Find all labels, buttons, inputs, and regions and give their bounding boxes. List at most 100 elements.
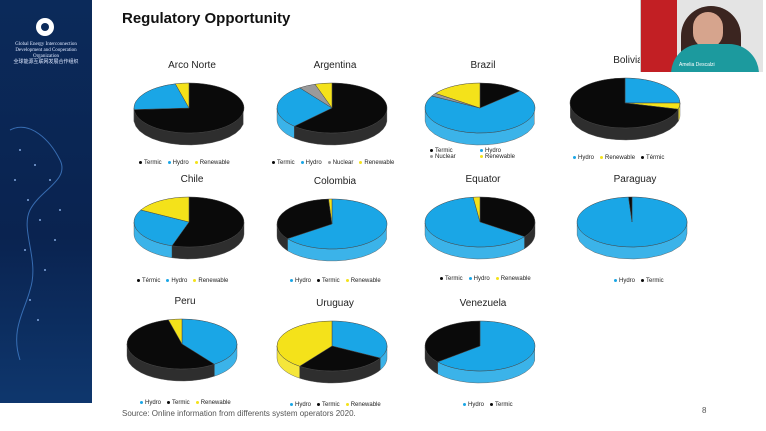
legend-item: Renewable (480, 154, 524, 160)
chart-title: Paraguay (613, 174, 657, 185)
video-background (641, 0, 677, 72)
chart-legend: Termic Hydro Renewable (440, 276, 537, 282)
legend-item: Hydro (614, 278, 635, 284)
pie-chart-svg (424, 320, 536, 384)
legend-item: Hydro (300, 160, 322, 166)
legend-label: Termic (322, 402, 340, 408)
pie-slice-hydro (424, 90, 536, 134)
legend-swatch (272, 160, 275, 164)
legend-label: Hydro (578, 155, 595, 161)
pie-chart-svg (424, 196, 536, 260)
source-note: Source: Online information from differen… (122, 409, 356, 418)
legend-item: Termic (641, 278, 664, 284)
legend-swatch (300, 160, 304, 164)
legend-swatch (480, 148, 483, 152)
pie-slice-termic (479, 196, 536, 237)
chart-legend: Hydro Termic Renewable (290, 402, 387, 408)
legend-swatch (600, 155, 604, 159)
sidebar: Global Energy Interconnection Developmen… (0, 0, 92, 431)
legend-item: Termic (440, 276, 463, 282)
legend-label: Renewable (485, 154, 516, 160)
legend-label: Renewable (199, 160, 230, 166)
legend-label: Termic (172, 400, 190, 406)
legend-label: Hydro (473, 276, 490, 282)
chart-title: Colombia (313, 176, 357, 187)
chart-title: Peru (174, 296, 196, 307)
chart-title: Brazil (470, 60, 496, 71)
participant-video-tile[interactable]: Amelia Descalzi (640, 0, 763, 72)
legend-item: Hydro (290, 402, 311, 408)
pie-slice-renewable (434, 82, 481, 109)
legend-label: Termic (144, 160, 162, 166)
pie-slice-renewable (328, 198, 333, 225)
pie-slice-hydro (437, 320, 536, 372)
pie-slice-hydro (624, 77, 681, 104)
chart-legend: Hydro Termic Renewable (140, 400, 237, 406)
legend-label: Hydro (305, 160, 322, 166)
pie-chart: Argentina Termic Hydro Nuclear Renewable (270, 60, 400, 170)
legend-item: Hydro (463, 402, 484, 408)
legend-label: Hydro (145, 400, 162, 406)
pie-slice-hydro (331, 320, 388, 359)
participant-face (693, 12, 723, 48)
legend-label: Nuclear (435, 154, 456, 160)
legend-swatch (345, 278, 349, 282)
pie-slice-renewable (314, 82, 333, 109)
legend-label: Térmic (142, 278, 161, 284)
pie-chart: Arco Norte Termic Hydro Renewable (127, 60, 257, 170)
legend-label: Hydro (171, 278, 188, 284)
legend-label: Hydro (468, 402, 485, 408)
pie-chart-svg (569, 77, 681, 141)
legend-label: Hydro (295, 278, 312, 284)
legend-item: Renewable (194, 160, 230, 166)
page-number: 8 (702, 406, 707, 415)
pie-chart-svg (126, 318, 238, 382)
legend-swatch (195, 400, 199, 404)
legend-label: Termic (445, 276, 463, 282)
slide-title: Regulatory Opportunity (122, 10, 291, 27)
pie-chart: Uruguay Hydro Termic Renewable (270, 298, 400, 408)
pie-slice-renewable (276, 320, 333, 367)
chart-legend: Termic Hydro Nuclear Renewable (430, 148, 530, 160)
pie-slice-hydro (286, 198, 388, 250)
legend-swatch (166, 278, 170, 282)
pie-slice-renewable (174, 82, 190, 109)
pie-slice-trmic (569, 77, 679, 129)
legend-item: Termic (167, 400, 190, 406)
pie-slice-hydro (133, 209, 190, 247)
chart-legend: Termic Hydro Renewable (139, 160, 236, 166)
legend-label: Termic (322, 278, 340, 284)
legend-label: Renewable (605, 155, 636, 161)
pie-slice-termic (424, 320, 481, 363)
legend-item: Termic (272, 160, 295, 166)
legend-item: Térmic (137, 278, 160, 284)
legend-swatch (317, 278, 321, 282)
legend-item: Hydro (468, 276, 490, 282)
chart-legend: Térmic Hydro Renewable (137, 278, 234, 284)
legend-swatch (468, 276, 472, 280)
legend-item: Hydro (290, 278, 311, 284)
pie-slice-termic (293, 82, 388, 134)
legend-item: Térmic (641, 155, 664, 161)
legend-swatch (137, 278, 140, 282)
legend-swatch (193, 278, 197, 282)
legend-label: Termic (495, 402, 513, 408)
legend-swatch (430, 154, 433, 158)
pie-slice-hydro (276, 87, 333, 127)
pie-chart: Bolivia Hydro Renewable Térmic (563, 55, 693, 165)
organization-logo-icon (36, 18, 54, 36)
legend-swatch (194, 160, 198, 164)
legend-item: Renewable (359, 160, 394, 166)
legend-item: Renewable (345, 402, 381, 408)
pie-slice-hydro (181, 318, 238, 365)
pie-slice-termic (276, 198, 333, 239)
chart-title: Uruguay (316, 298, 354, 309)
legend-label: Renewable (198, 278, 229, 284)
chart-title: Equator (465, 174, 501, 185)
organization-name: Global Energy Interconnection Developmen… (2, 42, 90, 66)
chart-legend: Hydro Termic Renewable (290, 278, 387, 284)
legend-item: Renewable (600, 155, 635, 161)
chart-legend: Termic Hydro Nuclear Renewable (272, 160, 400, 166)
chart-legend: Hydro Termic (614, 278, 670, 284)
legend-swatch (345, 402, 349, 406)
